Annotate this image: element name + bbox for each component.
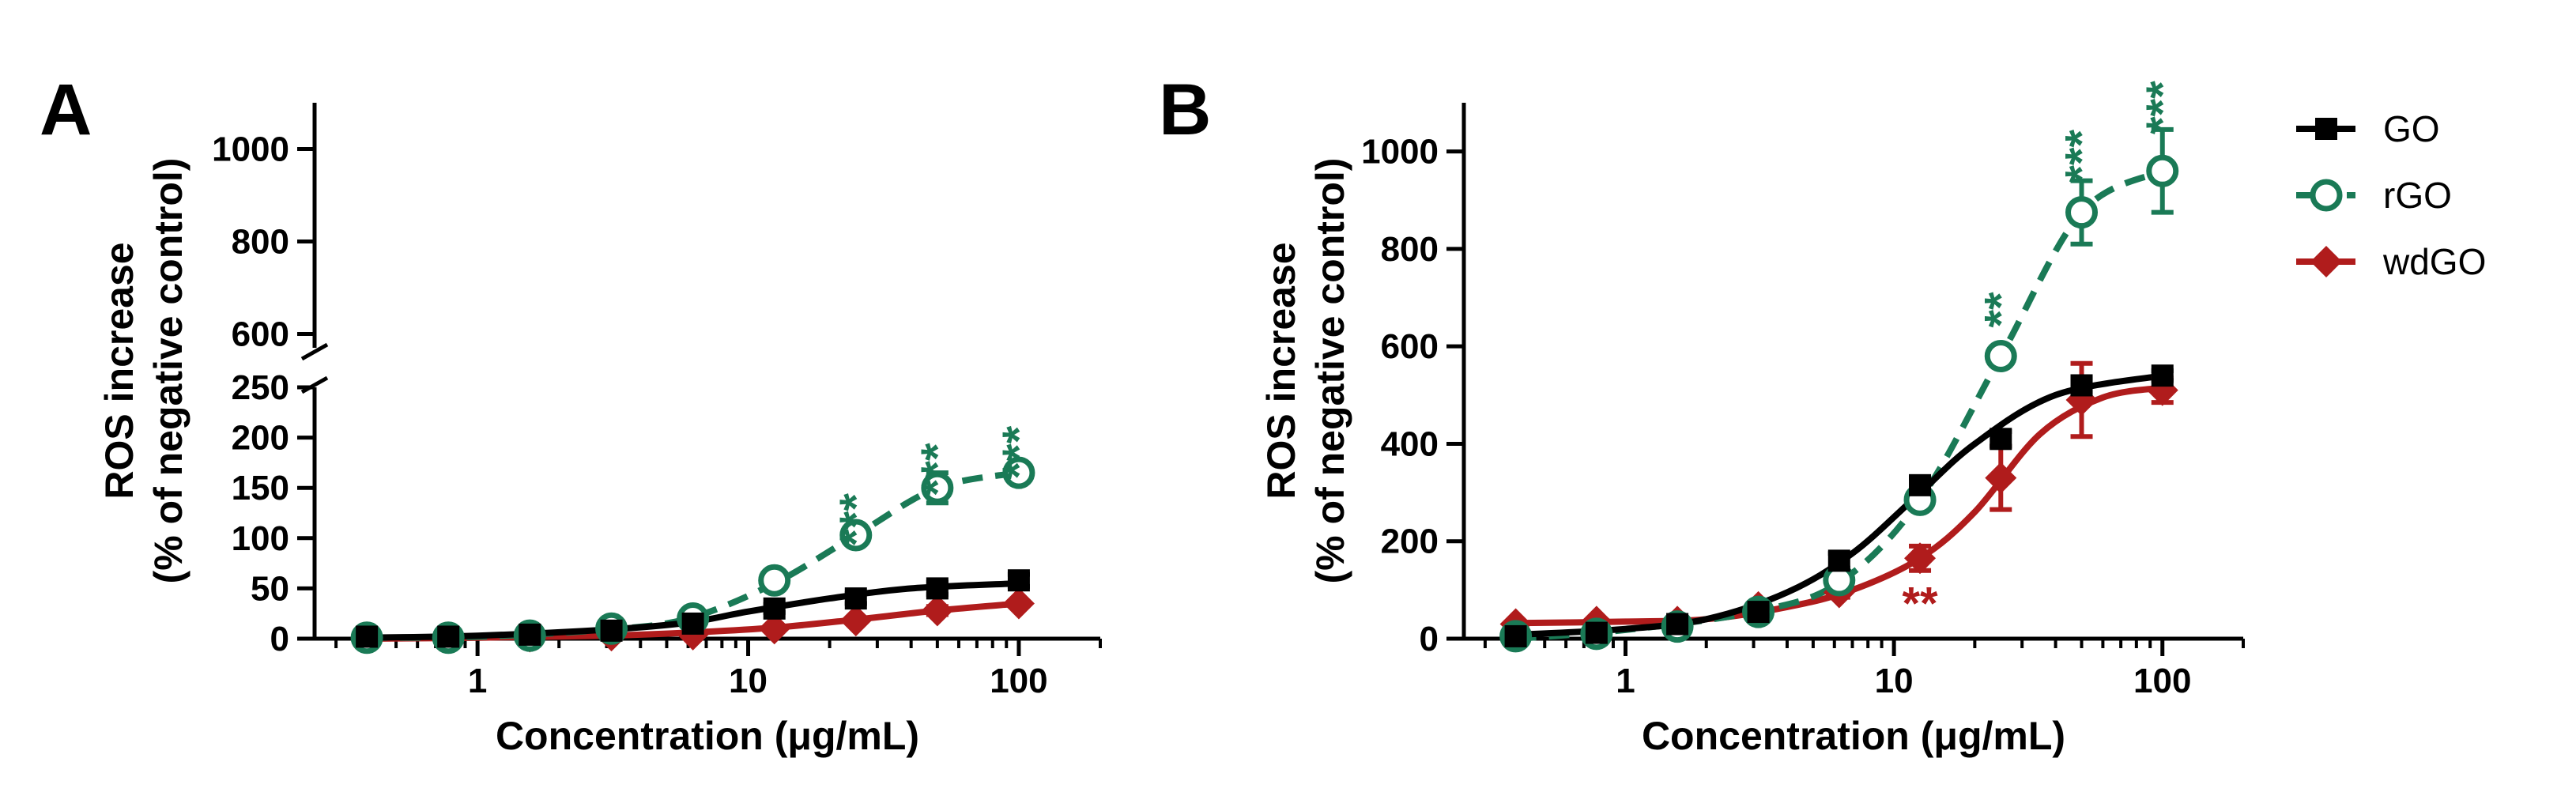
chart-a-axis-break-mark [300, 375, 329, 394]
chart-b-x-axis-title: Concentration (μg/mL) [1642, 714, 2065, 758]
chart-a-y-tick-label: 50 [251, 569, 289, 608]
chart-b-series-rgo-point [2065, 196, 2099, 229]
chart-b-significance-marker: ** [1975, 292, 2027, 328]
chart-b-x-tick-label: 100 [2133, 662, 2191, 700]
chart-a-x-tick-label: 1 [468, 662, 487, 700]
legend-item-rgo: rGO [2296, 175, 2452, 216]
chart-a-series-wdgo-point [1002, 587, 1035, 620]
chart-b-y-tick-label: 600 [1381, 327, 1439, 366]
chart-b: 1 10 100 Concentration (μg/mL) 0 200 400 600 800… [1259, 81, 2245, 758]
chart-a-x-tick-label: 100 [990, 662, 1047, 700]
legend-marker-go [2315, 118, 2337, 140]
chart-b-y-axis-title-line1: ROS increase [1259, 242, 1303, 499]
chart-a-y-tick-label: 0 [270, 620, 289, 658]
chart-a-series-rgo-point [758, 564, 791, 597]
legend-label-rgo: rGO [2383, 175, 2452, 216]
panel-label-b: B [1159, 70, 1211, 150]
chart-b-series-go-curve [1515, 372, 2163, 639]
chart-b-y-axis-title-line2: (% of negative control) [1308, 158, 1352, 584]
chart-a-y-tick-label: 150 [232, 469, 289, 507]
chart-b-y-tick-label: 200 [1381, 522, 1439, 561]
chart-b-series-wdgo-point [1904, 542, 1937, 575]
chart-b-series-go-point [1747, 601, 1770, 624]
chart-b-series-go-point [1990, 428, 2012, 451]
legend-label-go: GO [2383, 108, 2440, 149]
chart-b-x-tick-label: 1 [1616, 662, 1635, 700]
chart-b-series-rgo-point [1984, 340, 2017, 373]
chart-a-x-tick-label: 10 [729, 662, 768, 700]
chart-a-series-go-point [844, 587, 867, 610]
legend-item-wdgo: wdGO [2296, 241, 2486, 282]
chart-a-series-rgo-point [1002, 456, 1035, 489]
chart-b-y-tick-label: 1000 [1361, 133, 1439, 172]
chart-a-axis-break-mark [300, 342, 329, 361]
chart-a-y-tick-label: 800 [232, 222, 289, 261]
chart-a-series-go-point [437, 625, 460, 648]
chart-a-series-go-point [926, 577, 949, 600]
chart-a-x-axis-title: Concentration (μg/mL) [496, 714, 919, 758]
chart-b-significance-marker: ** [1902, 578, 1938, 629]
chart-b-series-go-point [1585, 621, 1608, 644]
chart-b-series-go-point [2151, 364, 2174, 387]
chart-b-y-tick-label: 800 [1381, 230, 1439, 269]
chart-b-series-wdgo-point [1985, 462, 2017, 494]
chart-a-series-wdgo-point [839, 605, 872, 637]
chart-a-y-tick-label: 600 [232, 315, 289, 353]
chart-a-y-tick-label: 1000 [212, 130, 289, 168]
legend-marker-rgo [2310, 179, 2343, 212]
chart-a-series-go-point [1007, 569, 1030, 592]
chart-a-series-go-point [763, 597, 786, 620]
panel-label-a: A [40, 70, 92, 150]
chart-b-significance-marker: *** [2057, 130, 2108, 183]
chart-a-series-wdgo-point [921, 594, 953, 627]
chart-b-series-go-point [1827, 549, 1850, 572]
legend-item-go: GO [2296, 108, 2440, 149]
chart-a-series-rgo-point [839, 519, 873, 552]
chart-a-series-go-point [519, 623, 541, 646]
chart-a-series-go-point [600, 619, 623, 642]
chart-b-series-go-point [2070, 374, 2093, 397]
chart-b-series-rgo-point [2146, 154, 2179, 187]
chart-a-significance-marker: *** [994, 425, 1045, 479]
chart-a-y-tick-label: 100 [232, 519, 289, 558]
chart-a-series-go-point [356, 625, 379, 648]
legend-marker-wdgo [2310, 246, 2342, 277]
chart-a-series-go-point [681, 612, 704, 635]
chart-a: 1 10 100 Concentration (μg/mL) 0 50 100 150 200 2… [97, 103, 1102, 758]
chart-a-y-axis-title-line1: ROS increase [97, 242, 141, 499]
chart-b-series-go-point [1504, 624, 1527, 647]
chart-a-series-go-curve [367, 580, 1020, 641]
chart-a-y-axis-title-line2: (% of negative control) [146, 158, 190, 584]
chart-a-y-tick-label: 200 [232, 419, 289, 458]
chart-a-series-rgo-point [921, 471, 954, 504]
chart-b-series-wdgo-curve [1515, 384, 2163, 627]
chart-a-significance-marker: *** [831, 493, 882, 547]
chart-b-x-tick-label: 10 [1875, 662, 1914, 700]
chart-a-significance-marker: *** [912, 443, 964, 496]
chart-b-series-go-point [1666, 613, 1689, 636]
chart-b-significance-marker: *** [2137, 81, 2189, 134]
chart-b-y-tick-label: 0 [1420, 620, 1439, 658]
legend-label-wdgo: wdGO [2382, 241, 2486, 282]
chart-a-y-tick-label: 250 [232, 368, 289, 407]
legend: GO rGO wdGO [2296, 108, 2486, 282]
chart-b-series-go-point [1909, 473, 1932, 496]
chart-a-series-wdgo-point [758, 613, 790, 645]
chart-b-y-tick-label: 400 [1381, 424, 1439, 463]
